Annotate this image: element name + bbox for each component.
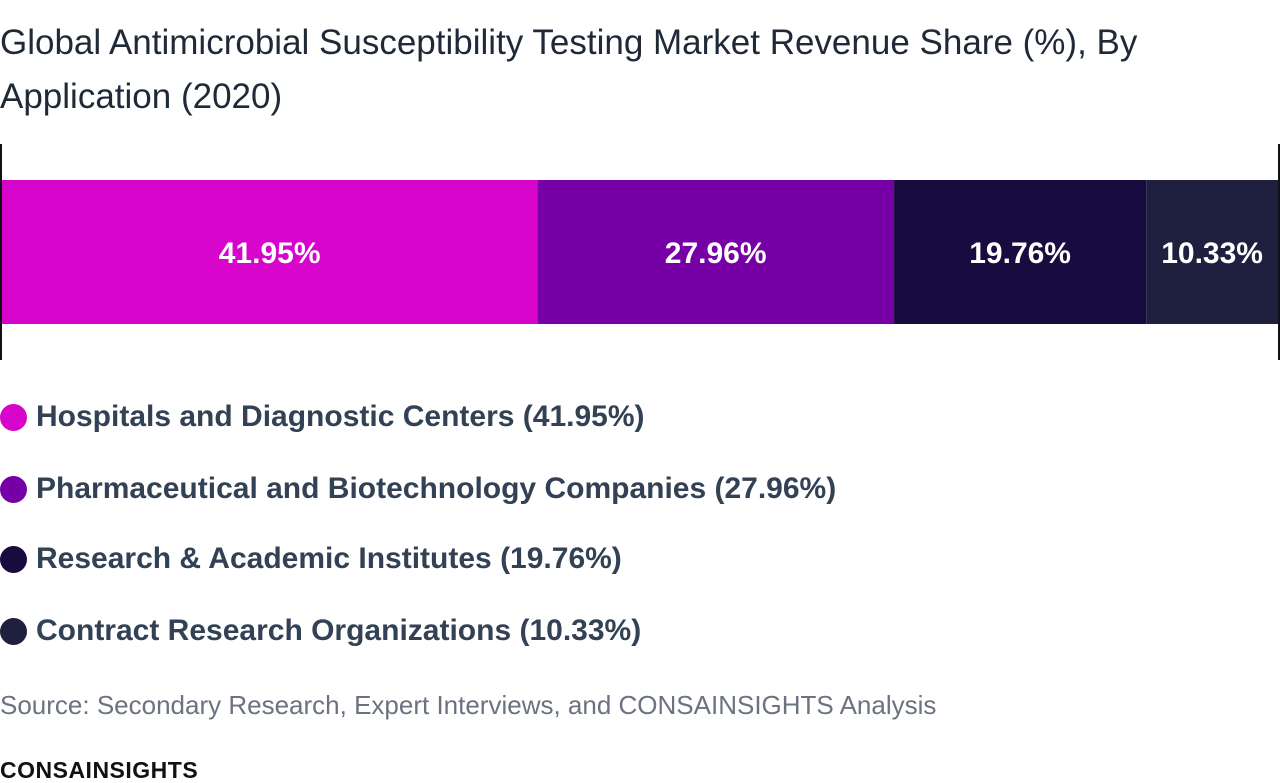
legend-label: Hospitals and Diagnostic Centers (41.95%… [36,400,645,433]
chart-title: Global Antimicrobial Susceptibility Test… [0,23,1138,116]
legend-label: Pharmaceutical and Biotechnology Compani… [36,472,837,505]
legend-swatch-icon [0,403,27,431]
legend-item-2: Pharmaceutical and Biotechnology Compani… [0,469,836,509]
bar-segment-4 [1146,180,1278,324]
legend-item-1: Hospitals and Diagnostic Centers (41.95%… [0,397,645,437]
legend-item-4: Contract Research Organizations (10.33%) [0,611,641,651]
bar-value-label-3: 19.76% [969,237,1071,270]
legend-label: Research & Academic Institutes (19.76%) [36,542,622,575]
bar-value-label-1: 41.95% [219,237,321,270]
source-note: Source: Secondary Research, Expert Inter… [0,690,937,720]
legend-item-3: Research & Academic Institutes (19.76%) [0,539,622,579]
legend-label: Contract Research Organizations (10.33%) [36,614,642,647]
bar-value-label-4: 10.33% [1161,237,1263,270]
bar-segment-1 [2,180,538,324]
legend-swatch-icon [0,475,27,503]
legend-swatch-icon [0,617,27,645]
bar-value-label-2: 27.96% [665,237,767,270]
bar-segment-3 [894,180,1147,324]
bar-segments [2,180,1278,324]
bar-value-labels: 41.95% 27.96% 19.76% 10.33% [219,237,1263,270]
stacked-bar-chart: 41.95% 27.96% 19.76% 10.33% [0,144,1280,360]
bar-segment-2 [537,180,895,324]
legend-swatch-icon [0,545,27,573]
brand-logo: CONSAINSIGHTS [0,757,199,783]
